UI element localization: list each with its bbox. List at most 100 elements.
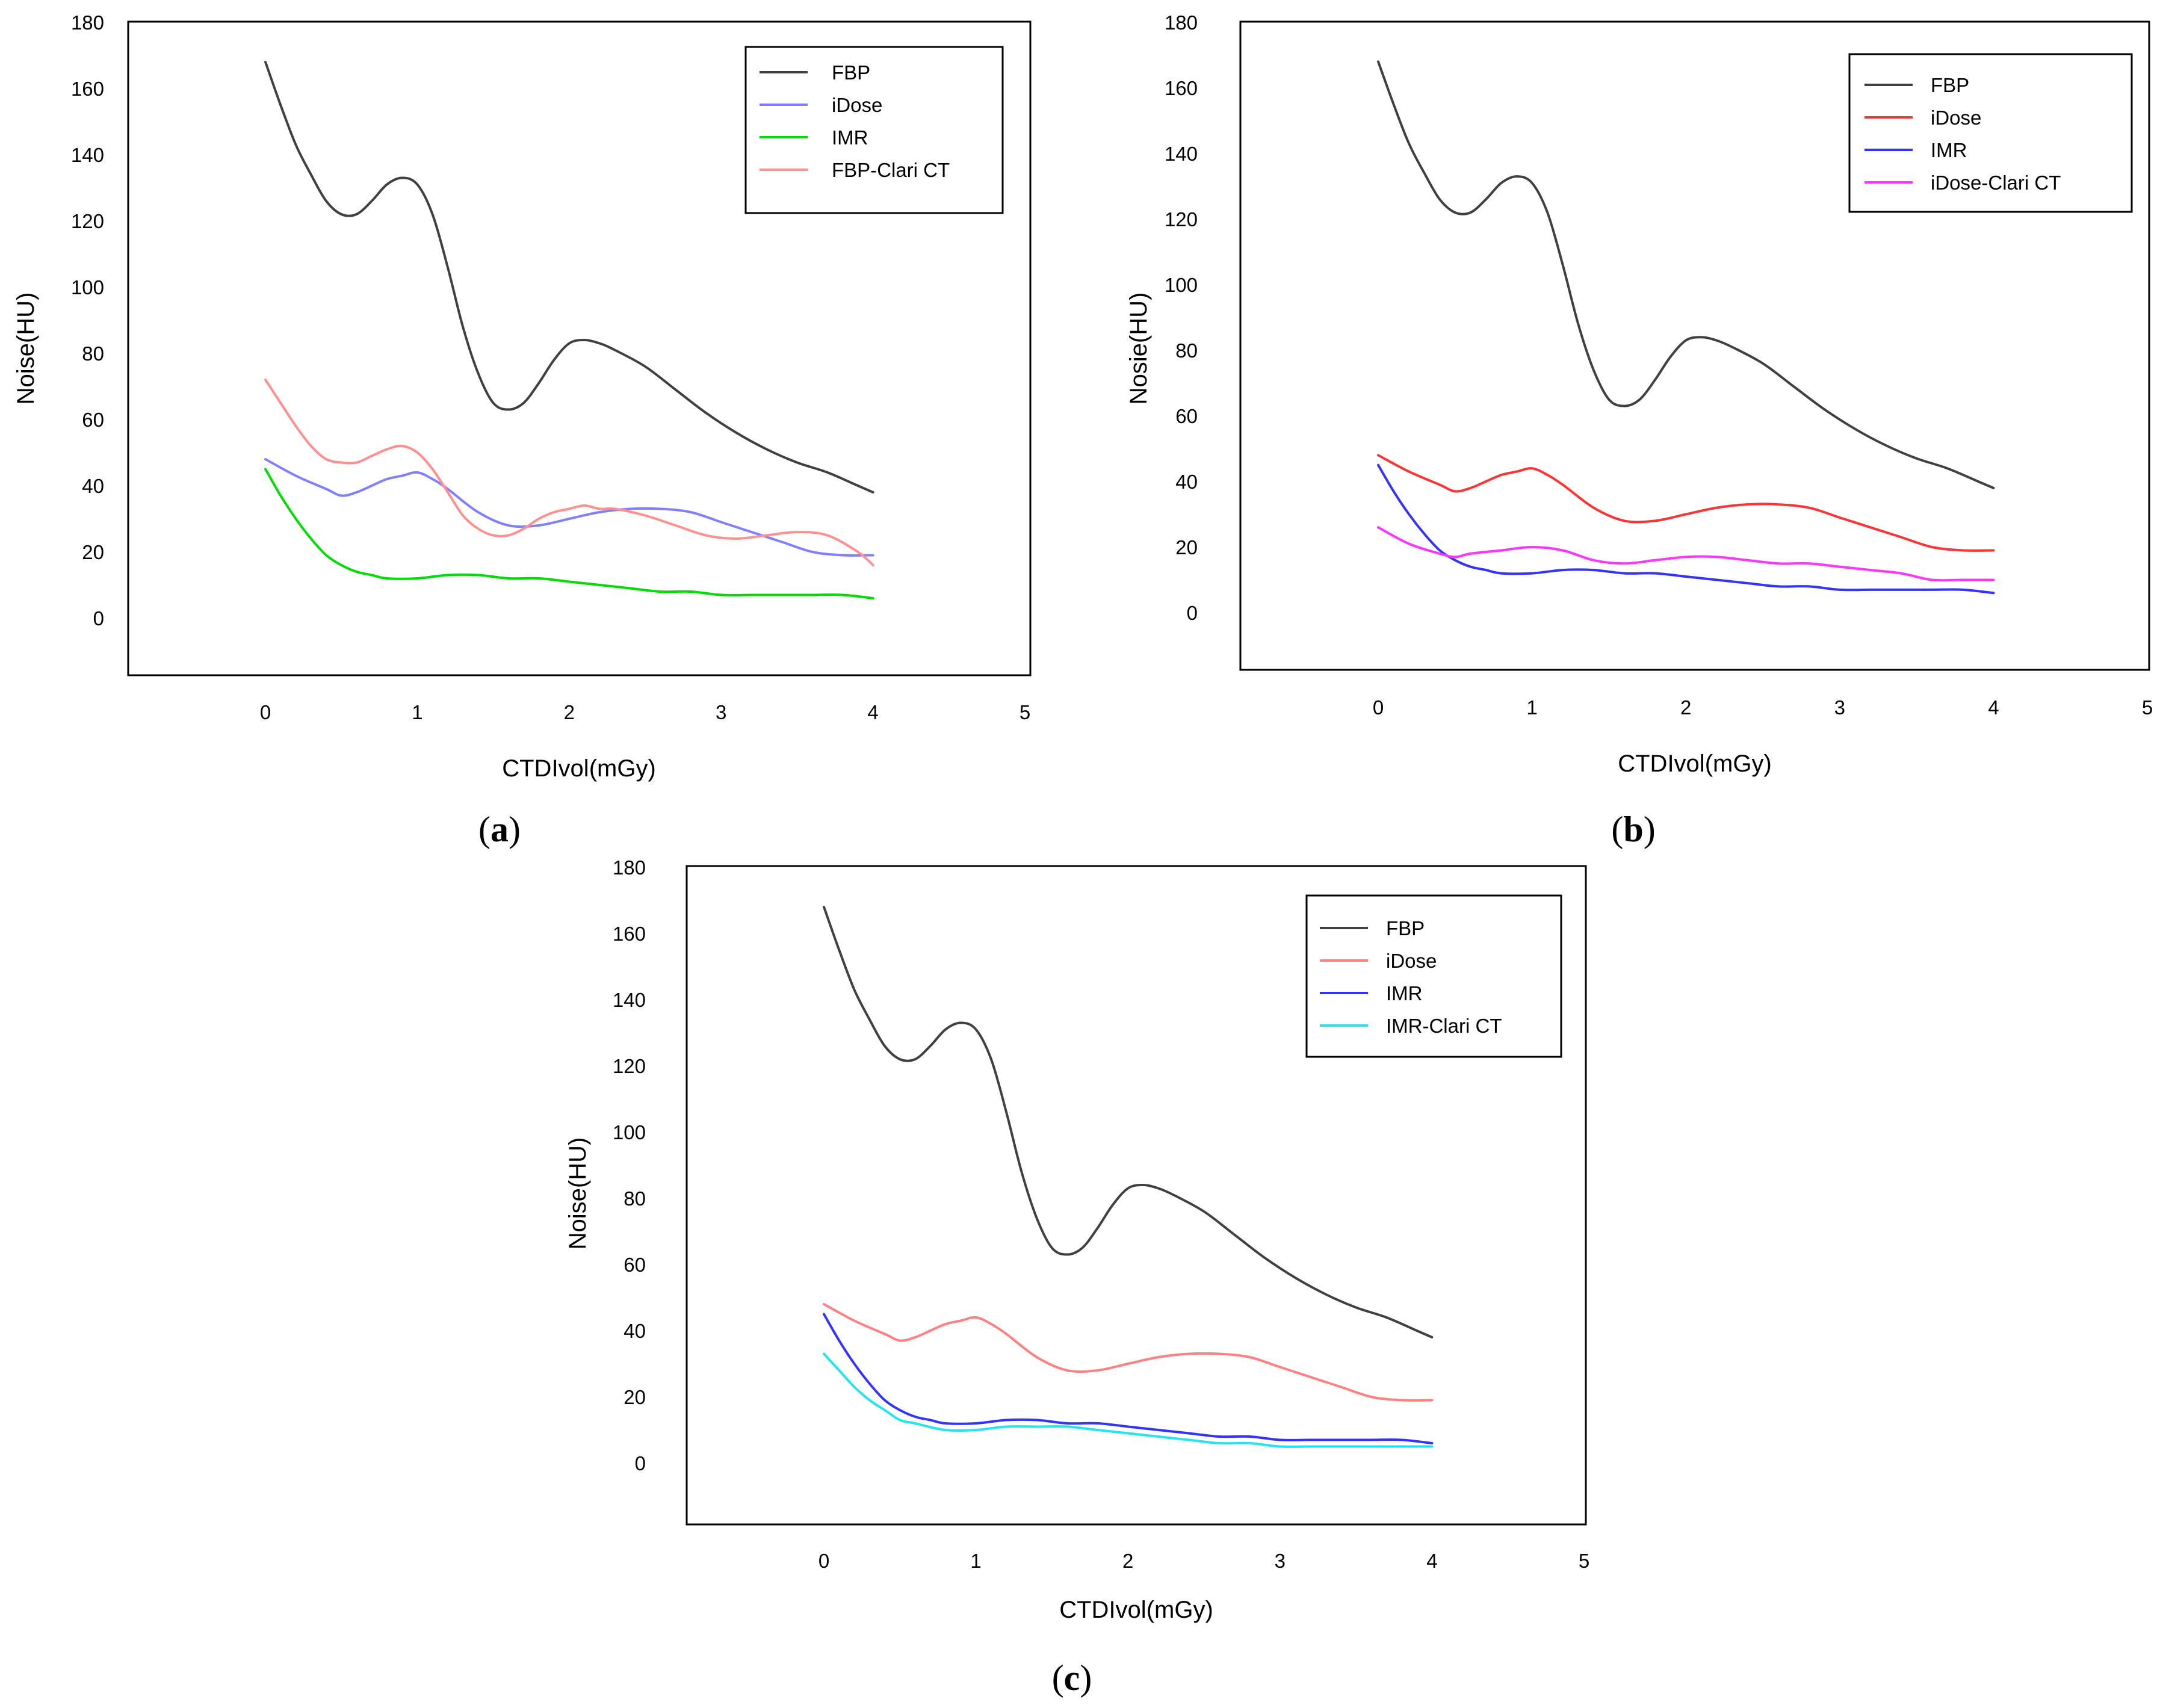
- y-tick-label: 0: [1187, 602, 1198, 624]
- legend-label: FBP-Clari CT: [832, 159, 950, 181]
- series-line-idose: [264, 458, 874, 557]
- y-tick-label: 60: [1175, 405, 1198, 427]
- x-tick-label: 1: [970, 1550, 981, 1572]
- legend-label: IMR: [1386, 982, 1423, 1004]
- x-tick-label: 3: [1275, 1550, 1286, 1572]
- y-axis-label: Noise(HU): [565, 1137, 591, 1250]
- y-tick-label: 0: [635, 1452, 646, 1474]
- series-line-fbp: [823, 906, 1434, 1338]
- legend-box: [1305, 894, 1562, 1058]
- x-tick-label: 3: [716, 701, 726, 723]
- y-tick-label: 80: [1175, 339, 1198, 362]
- legend-label: FBP: [832, 61, 870, 84]
- y-tick-label: 160: [613, 923, 646, 945]
- y-tick-label: 60: [624, 1254, 646, 1276]
- legend-label: iDose: [1386, 950, 1437, 972]
- x-tick-label: 4: [1426, 1550, 1437, 1572]
- legend-entries: FBP iDose IMR iDose-Clari CT: [1864, 74, 2061, 194]
- legend-label: FBP: [1386, 917, 1425, 939]
- y-tick-label: 120: [71, 210, 104, 232]
- plot-frame: [127, 20, 1032, 676]
- y-tick-label: 60: [82, 409, 104, 431]
- legend: FBP iDose IMR IMR-Clari CT: [1305, 894, 1562, 1058]
- caption-letter: b: [1623, 809, 1643, 849]
- x-tick-label: 1: [412, 701, 422, 723]
- y-tick-label: 140: [1165, 143, 1198, 165]
- y-tick-label: 180: [1165, 11, 1198, 34]
- legend-label: IMR-Clari CT: [1386, 1015, 1502, 1037]
- y-tick-label: 40: [82, 475, 104, 497]
- tick-group: 0 1 2 3 4 5 0 20 40 60 80 100 120 140 160 180: [613, 856, 1589, 1572]
- legend-label: IMR: [832, 126, 868, 149]
- x-tick-label: 3: [1834, 696, 1845, 719]
- y-tick-label: 160: [1165, 77, 1198, 99]
- plot-frame: [1239, 20, 2150, 671]
- y-tick-label: 40: [1175, 471, 1198, 493]
- tick-group: 0 1 2 3 4 5 0 20 40 60 80 100 120 140 160 180: [1165, 11, 2153, 719]
- series-line-fbp: [1377, 60, 1995, 489]
- series-group: [1377, 60, 1995, 595]
- x-tick-label: 1: [1526, 696, 1537, 719]
- legend-entries: FBP iDose IMR FBP-Clari CT: [760, 61, 950, 181]
- series-line-imr: [823, 1313, 1434, 1444]
- legend-label: iDose-Clari CT: [1931, 172, 2061, 194]
- y-tick-label: 100: [1165, 274, 1198, 296]
- x-axis-label: CTDIvol(mGy): [502, 755, 656, 782]
- x-tick-label: 0: [1373, 696, 1384, 719]
- legend-entries: FBP iDose IMR IMR-Clari CT: [1320, 917, 1502, 1037]
- y-axis-label: Nosie(HU): [1125, 292, 1152, 405]
- y-tick-label: 140: [71, 144, 104, 166]
- y-tick-label: 80: [624, 1187, 646, 1210]
- series-line-idose: [1377, 454, 1995, 552]
- y-tick-label: 160: [71, 78, 104, 100]
- x-tick-label: 2: [564, 701, 575, 723]
- plot-frame: [685, 865, 1587, 1526]
- legend-label: IMR: [1931, 139, 1967, 161]
- tick-group: 0 1 2 3 4 5 0 20 40 60 80 100 120 140 160 180: [71, 11, 1030, 723]
- series-line-imr: [264, 468, 874, 599]
- y-tick-label: 120: [1165, 208, 1198, 231]
- x-axis-label: CTDIvol(mGy): [1059, 1597, 1213, 1623]
- legend-label: iDose: [1931, 107, 1981, 129]
- y-tick-label: 80: [82, 342, 104, 365]
- caption-letter: c: [1064, 1658, 1080, 1698]
- legend-box: [744, 46, 1004, 214]
- x-tick-label: 4: [867, 701, 878, 723]
- series-line-imr-clari-ct: [823, 1352, 1434, 1448]
- x-tick-label: 0: [260, 701, 271, 723]
- chart-panel-b: 0 1 2 3 4 5 0 20 40 60 80 100 120 140 160 180 CTDIvol(m…: [1125, 11, 2153, 849]
- panel-caption: (a): [478, 809, 521, 849]
- series-group: [264, 61, 874, 599]
- legend-label: iDose: [832, 94, 882, 116]
- series-line-idose: [823, 1303, 1434, 1402]
- y-tick-label: 100: [613, 1121, 646, 1143]
- series-line-idose-clari-ct: [1377, 526, 1995, 582]
- series-group: [823, 906, 1434, 1448]
- y-axis-label: Noise(HU): [13, 292, 39, 405]
- chart-panel-a: 0 1 2 3 4 5 0 20 40 60 80 100 120 140 160 180 CTDIvol(m…: [13, 11, 1032, 849]
- y-tick-label: 180: [71, 11, 104, 34]
- y-tick-label: 20: [1175, 536, 1198, 559]
- x-tick-label: 4: [1988, 696, 1999, 719]
- chart-panel-c: 0 1 2 3 4 5 0 20 40 60 80 100 120 140 160 180 CTDIvol(m…: [565, 856, 1589, 1698]
- y-tick-label: 20: [82, 541, 104, 563]
- y-tick-label: 180: [613, 856, 646, 879]
- y-tick-label: 140: [613, 989, 646, 1011]
- x-tick-label: 5: [1579, 1550, 1589, 1572]
- legend: FBP iDose IMR FBP-Clari CT: [744, 46, 1004, 214]
- legend-box: [1848, 53, 2133, 213]
- legend: FBP iDose IMR iDose-Clari CT: [1848, 53, 2133, 213]
- y-tick-label: 120: [613, 1055, 646, 1077]
- x-tick-label: 2: [1122, 1550, 1133, 1572]
- y-tick-label: 20: [624, 1386, 646, 1408]
- caption-letter: a: [490, 809, 509, 849]
- x-tick-label: 0: [818, 1550, 829, 1572]
- x-tick-label: 2: [1680, 696, 1691, 719]
- y-tick-label: 0: [93, 607, 104, 630]
- panel-caption: (b): [1611, 809, 1655, 849]
- x-tick-label: 5: [2142, 696, 2153, 719]
- x-axis-label: CTDIvol(mGy): [1618, 750, 1772, 777]
- x-tick-label: 5: [1020, 701, 1030, 723]
- legend-label: FBP: [1931, 74, 1969, 96]
- y-tick-label: 40: [624, 1320, 646, 1342]
